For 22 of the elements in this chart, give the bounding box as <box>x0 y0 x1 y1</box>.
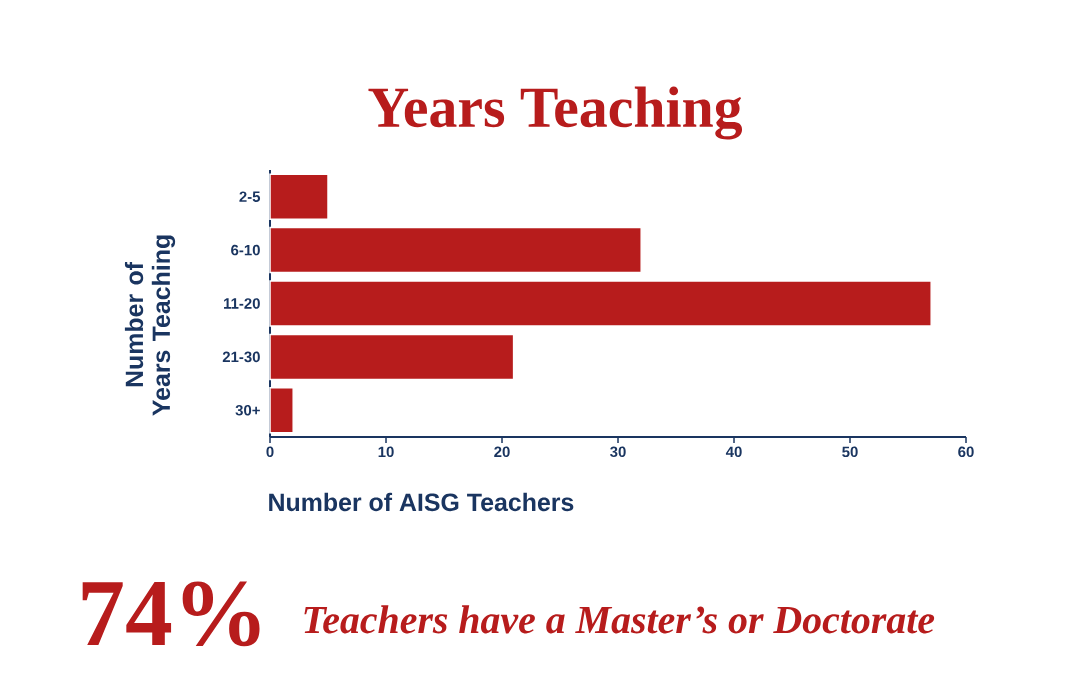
x-tick-label: 20 <box>494 446 510 458</box>
bar <box>269 387 294 434</box>
x-tick-label: 30 <box>610 446 626 458</box>
text: Teachers have a Master’s or Doctorate <box>304 605 935 634</box>
x-tick-label: 40 <box>725 446 742 458</box>
bar <box>269 173 329 220</box>
bar <box>269 333 515 381</box>
bar <box>269 280 932 327</box>
y-tick-label: 30+ <box>235 404 260 416</box>
y-tick-label: 21-30 <box>222 351 260 363</box>
y-tick-label: 2-5 <box>239 191 261 202</box>
x-tick-label: 50 <box>842 446 858 458</box>
y-tick-label: 11-20 <box>224 298 260 309</box>
x-axis-title: Number of AISG Teachers <box>269 492 574 512</box>
y-tick-label: 6-10 <box>231 244 260 256</box>
x-tick-label: 60 <box>958 446 974 458</box>
x-tick-label: 10 <box>378 446 394 458</box>
y-axis-title: Number of Years Teaching <box>124 235 176 416</box>
chart-title: Years Teaching <box>368 86 743 140</box>
text: 74% <box>82 581 260 647</box>
bar <box>269 226 642 274</box>
x-tick-label: 0 <box>266 446 274 458</box>
